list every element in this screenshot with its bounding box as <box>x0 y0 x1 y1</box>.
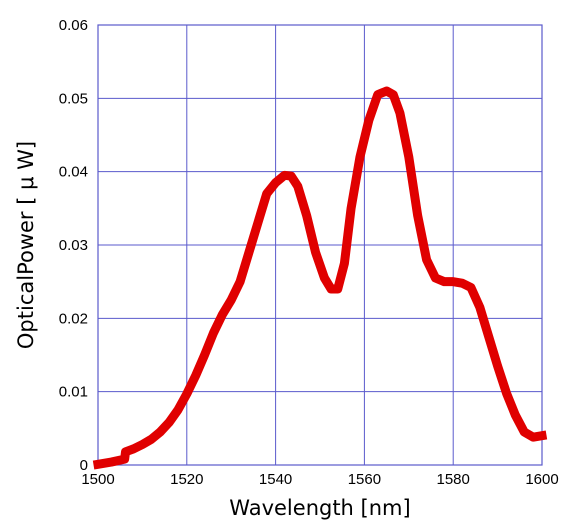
x-tick-label: 1600 <box>525 471 558 488</box>
y-tick-label: 0 <box>80 457 88 474</box>
x-tick-label: 1540 <box>259 471 292 488</box>
plot-frame <box>97 24 543 466</box>
x-tick-label: 1580 <box>437 471 470 488</box>
grid-lines <box>97 24 543 466</box>
x-axis-title: Wavelength [nm] <box>229 496 410 520</box>
x-tick-label: 1520 <box>170 471 203 488</box>
series-line <box>92 86 548 470</box>
x-tick-label: 1560 <box>348 471 381 488</box>
x-tick-label: 1500 <box>81 471 114 488</box>
y-tick-label: 0.01 <box>59 384 88 401</box>
y-tick-label: 0.03 <box>59 237 88 254</box>
y-tick-label: 0.06 <box>59 17 88 34</box>
y-tick-label: 0.02 <box>59 310 88 327</box>
y-tick-label: 0.04 <box>59 164 88 181</box>
tick-labels: 1500 1520 1540 1560 1580 1600 0 0.01 0.02 0.03 0.0… <box>59 17 559 488</box>
y-axis-title: OpticalPower [ μ W] <box>14 141 38 349</box>
y-tick-label: 0.05 <box>59 90 88 107</box>
